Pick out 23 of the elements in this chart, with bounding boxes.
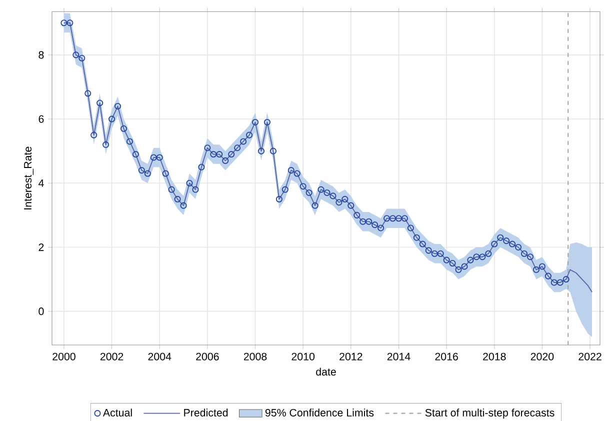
x-tick-label: 2016 bbox=[435, 352, 458, 360]
x-tick-label: 2014 bbox=[387, 352, 410, 360]
x-tick-label: 2000 bbox=[52, 352, 76, 360]
y-tick-label: 6 bbox=[38, 115, 44, 123]
x-tick-label: 2008 bbox=[244, 352, 267, 360]
x-tick-label: 2012 bbox=[340, 352, 362, 360]
legend-label: 95% Confidence Limits bbox=[265, 408, 374, 416]
x-tick-label: 2010 bbox=[292, 352, 315, 360]
legend-label: Predicted bbox=[184, 408, 228, 416]
x-axis-title: date bbox=[316, 368, 336, 376]
y-tick-label: 8 bbox=[38, 51, 44, 59]
x-tick-label: 2022 bbox=[578, 352, 602, 360]
legend-label: Actual bbox=[102, 408, 132, 416]
y-tick-label: 4 bbox=[38, 179, 44, 187]
y-tick-label: 2 bbox=[38, 244, 44, 251]
x-tick-label: 2002 bbox=[100, 352, 124, 360]
x-tick-label: 2018 bbox=[483, 352, 506, 360]
x-tick-label: 2020 bbox=[530, 352, 554, 360]
y-axis-title: Interest_Rate bbox=[24, 146, 34, 210]
x-tick-label: 2004 bbox=[148, 352, 172, 360]
x-tick-label: 2006 bbox=[196, 352, 219, 360]
y-tick-label: 0 bbox=[38, 308, 44, 316]
legend-label: Start of multi-step forecasts bbox=[425, 408, 554, 419]
